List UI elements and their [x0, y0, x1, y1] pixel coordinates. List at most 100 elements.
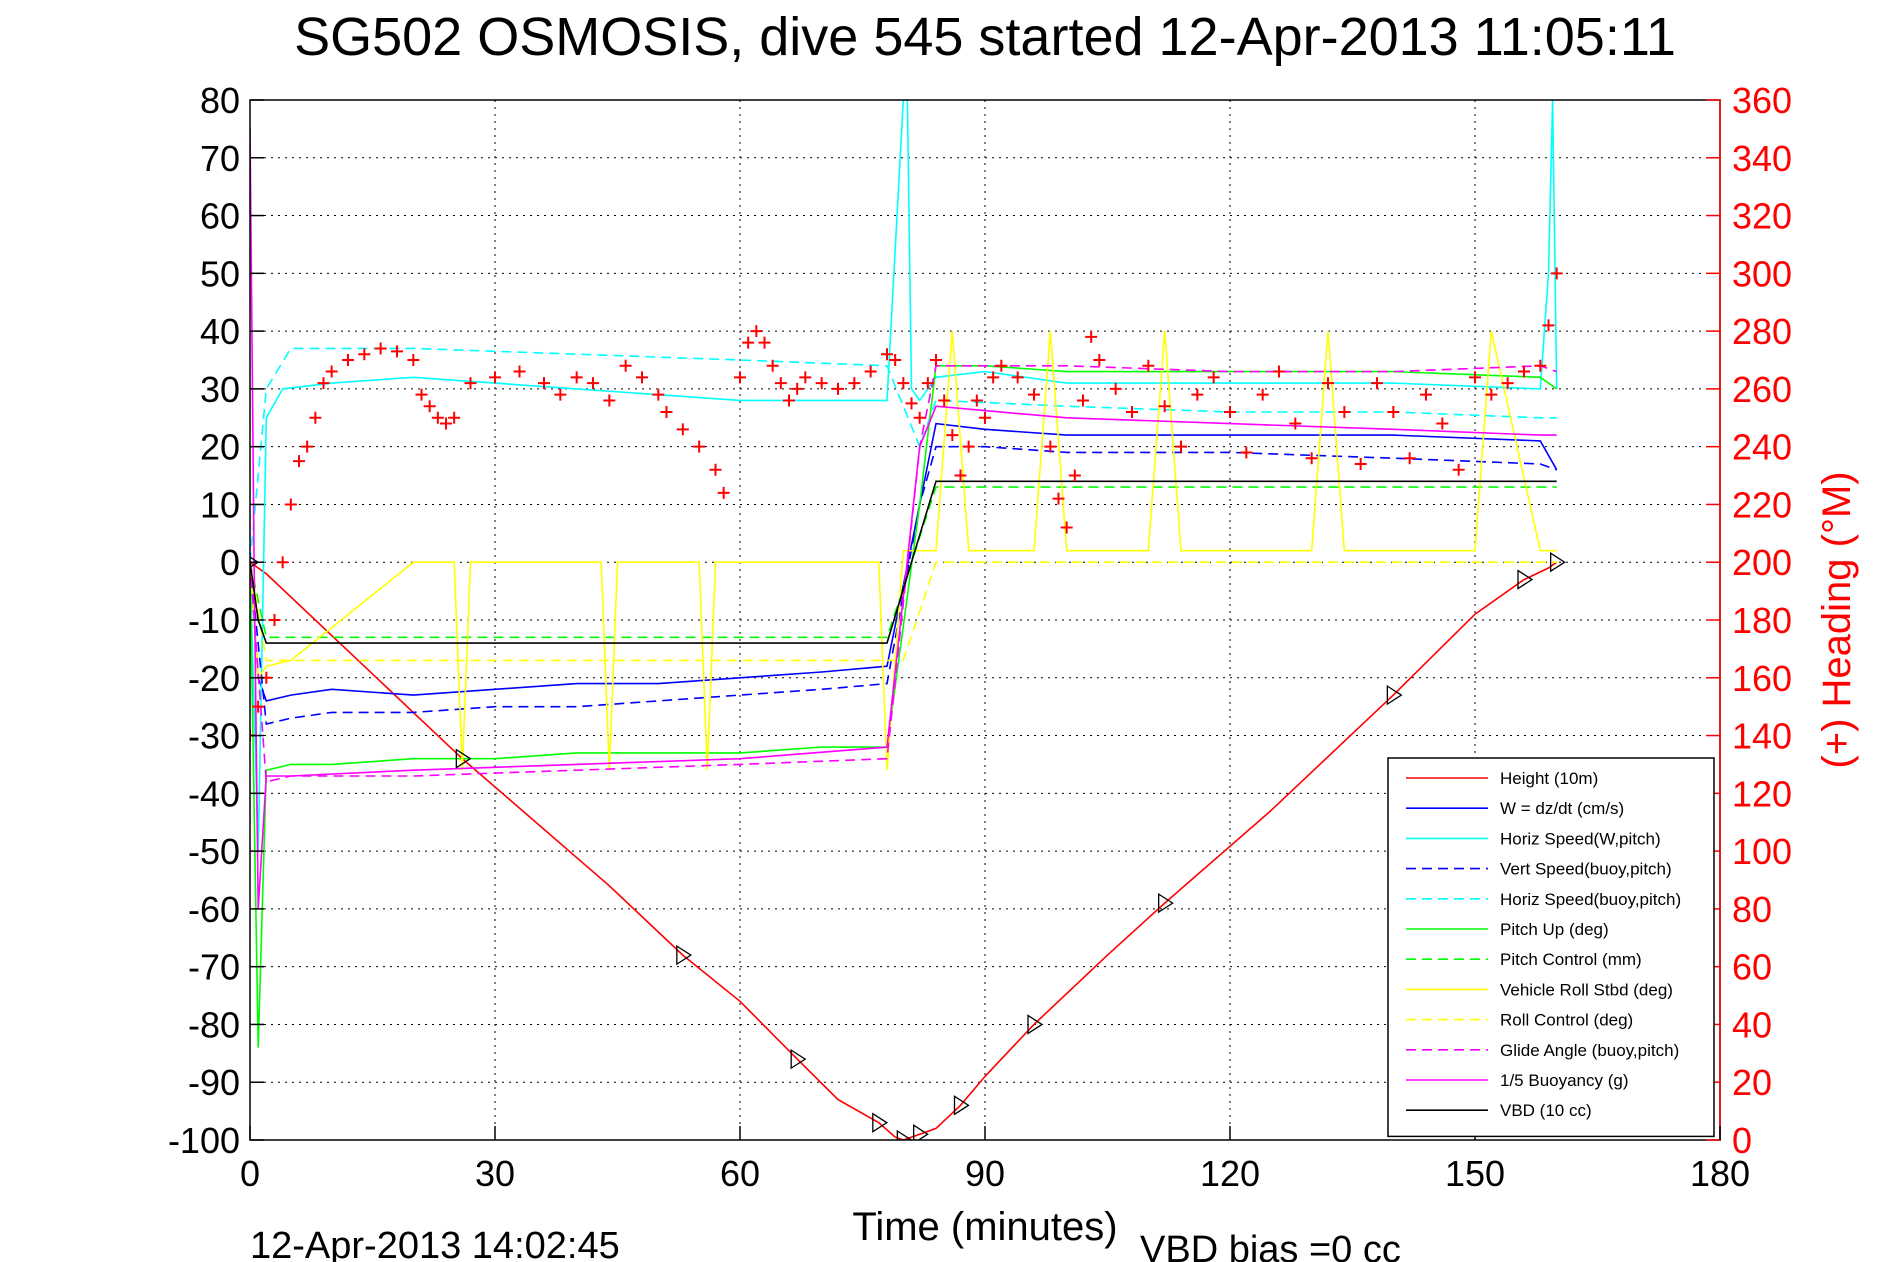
heading-point [1273, 365, 1285, 378]
heading-point [554, 388, 567, 401]
series-line-10 [250, 128, 1557, 909]
heading-point [913, 411, 926, 424]
height-marker [896, 1129, 913, 1140]
heading-point [309, 411, 322, 424]
heading-point [995, 359, 1008, 372]
heading-point [783, 394, 795, 407]
y-tick-label: -10 [188, 600, 240, 641]
heading-point [774, 377, 787, 390]
series-line-3 [250, 445, 1557, 725]
heading-point [1322, 377, 1334, 390]
legend-entry: VBD (10 cc) [1500, 1101, 1592, 1120]
heading-point [750, 325, 763, 338]
legend-entry: Horiz Speed(W,pitch) [1500, 829, 1661, 848]
left-axis: 80 70 60 50 40 30 20 10 0 -10 -20 -30 -40 -50 -60 -70 -8… [168, 80, 264, 1161]
heading-point [1534, 359, 1547, 372]
y-tick-label: -20 [188, 658, 240, 699]
heading-point [921, 377, 934, 390]
heading-point [815, 377, 828, 390]
legend-entry: Glide Angle (buoy,pitch) [1500, 1041, 1679, 1060]
heading-point [1060, 521, 1073, 534]
vbd-bias-label: VBD bias =0 cc [1140, 1229, 1401, 1262]
heading-point [440, 417, 452, 430]
y2-tick-label: 0 [1732, 1120, 1752, 1161]
heading-point [1052, 492, 1065, 505]
chart-title: SG502 OSMOSIS, dive 545 started 12-Apr-2… [294, 7, 1676, 67]
height-marker [455, 748, 472, 769]
x-tick-label: 120 [1200, 1153, 1260, 1194]
heading-point [676, 423, 689, 436]
heading-point [1256, 388, 1269, 401]
heading-point [423, 400, 436, 413]
heading-point [431, 411, 444, 424]
heading-point [1485, 388, 1498, 401]
heading-point [358, 348, 371, 361]
x-axis: 0 30 60 90 120 150 180 [240, 1126, 1750, 1194]
heading-point [1240, 446, 1253, 459]
heading-point [1518, 365, 1530, 378]
heading-point [1068, 469, 1081, 482]
heading-point [905, 397, 918, 410]
heading-point [513, 365, 526, 378]
legend: Height (10m) W = dz/dt (cm/s) Horiz Speed(… [1387, 757, 1715, 1138]
x-tick-label: 60 [720, 1153, 760, 1194]
y-tick-label: -80 [188, 1004, 240, 1045]
heading-point [276, 556, 289, 569]
y-tick-label: 70 [200, 138, 240, 179]
heading-point [938, 394, 951, 407]
y-tick-label: 10 [200, 484, 240, 525]
heading-point [1191, 388, 1204, 401]
heading-point [889, 354, 902, 366]
heading-point [1109, 382, 1122, 395]
y2-tick-label: 40 [1732, 1004, 1772, 1045]
heading-point [693, 440, 706, 453]
height-marker [790, 1048, 807, 1070]
y-tick-label: -60 [188, 889, 240, 930]
y2-tick-label: 340 [1732, 138, 1792, 179]
heading-point [848, 377, 861, 390]
heading-point [832, 382, 844, 395]
heading-point [930, 354, 942, 366]
y-tick-label: 80 [200, 80, 240, 121]
heading-point [317, 377, 330, 390]
heading-point [619, 359, 632, 372]
legend-entry: Pitch Up (deg) [1500, 920, 1609, 939]
heading-point [570, 371, 583, 384]
heading-point [742, 336, 755, 349]
heading-point [1501, 377, 1514, 390]
heading-point [799, 371, 812, 384]
heading-point [284, 498, 297, 511]
x-tick-label: 30 [475, 1153, 515, 1194]
y-tick-label: -30 [188, 716, 240, 757]
height-marker [913, 1124, 929, 1140]
heading-point [1371, 377, 1383, 390]
heading-point [489, 371, 501, 384]
heading-point [709, 463, 722, 476]
heading-point [979, 411, 991, 424]
right-axis: 3603403203002802602402202001801601401201… [1706, 80, 1792, 1161]
heading-point [1028, 388, 1040, 401]
heading-point [293, 455, 305, 468]
y-tick-label: 60 [200, 196, 240, 237]
heading-point [1142, 359, 1155, 372]
y2-tick-label: 20 [1732, 1062, 1772, 1103]
y2-tick-label: 300 [1732, 253, 1792, 294]
heading-point [1420, 388, 1432, 401]
heading-point [538, 377, 550, 390]
heading-point [636, 371, 648, 384]
legend-entry: Roll Control (deg) [1500, 1011, 1633, 1030]
series-line-1 [250, 422, 1558, 702]
heading-point [587, 377, 599, 390]
y2-tick-label: 180 [1732, 600, 1792, 641]
y2-axis-label: (+) Heading (°M) [1815, 471, 1859, 768]
heading-point [717, 486, 730, 499]
heading-layer [250, 267, 1563, 742]
y-tick-label: -40 [188, 773, 240, 814]
height-marker [1386, 684, 1403, 706]
y-tick-label: 40 [200, 311, 240, 352]
heading-point [464, 377, 477, 390]
series-line-7 [250, 330, 1557, 771]
height-marker [250, 556, 260, 569]
heading-point [1387, 406, 1400, 418]
height-marker [872, 1112, 889, 1133]
